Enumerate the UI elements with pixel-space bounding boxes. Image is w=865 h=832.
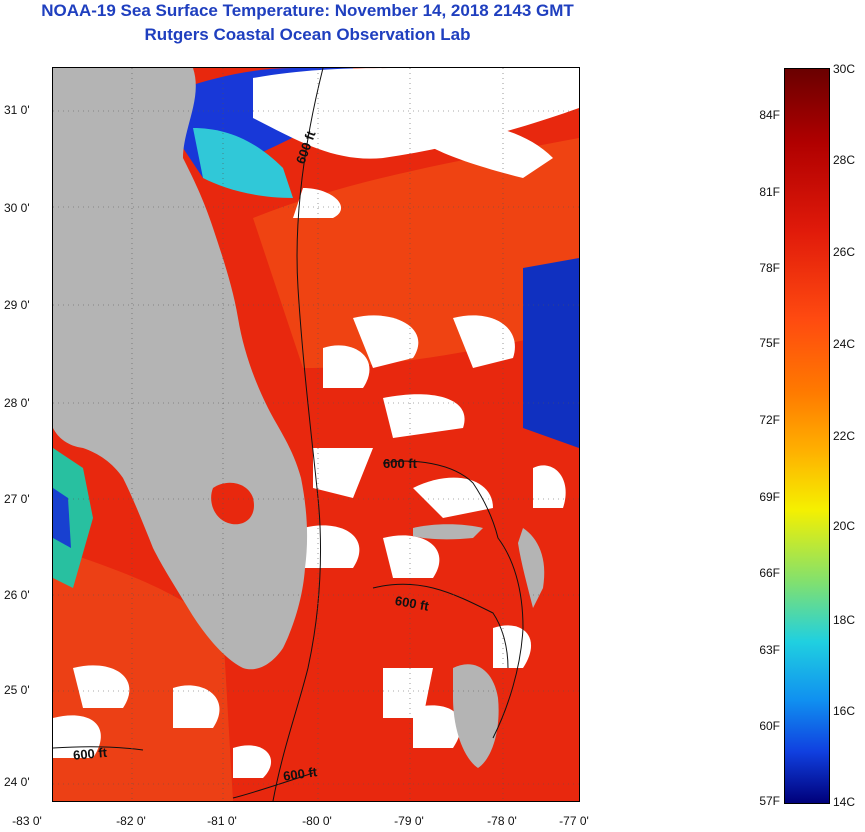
lat-label-31: 31 0' [4, 103, 30, 117]
cbar-f-78: 78F [759, 261, 780, 275]
map-subtitle: Rutgers Coastal Ocean Observation Lab [144, 25, 471, 44]
lon-label-78: -78 0' [487, 814, 517, 828]
depth-contours [53, 68, 524, 801]
cbar-c-18: 18C [833, 613, 856, 627]
cbar-c-24: 24C [833, 337, 856, 351]
cbar-c-26: 26C [833, 245, 856, 259]
lat-label-27: 27 0' [4, 492, 30, 506]
lon-label-77: -77 0' [559, 814, 589, 828]
cbar-c-16: 16C [833, 704, 856, 718]
lon-label-80: -80 0' [302, 814, 332, 828]
cbar-c-14: 14C [833, 795, 856, 809]
lat-label-30: 30 0' [4, 201, 30, 215]
lon-label-83: -83 0' [12, 814, 42, 828]
lake-okeechobee [211, 482, 254, 525]
cold-water-west2 [53, 488, 71, 548]
cbar-f-69: 69F [759, 490, 780, 504]
cbar-f-84: 84F [759, 108, 780, 122]
abaco [518, 528, 545, 608]
lat-label-28: 28 0' [4, 396, 30, 410]
andros [453, 664, 499, 768]
lon-label-82: -82 0' [116, 814, 146, 828]
temperature-colorbar [784, 68, 830, 804]
cbar-f-60: 60F [759, 719, 780, 733]
sst-map: 600 ft 600 ft 600 ft 600 ft 600 ft [52, 67, 580, 802]
cold-water-ne [523, 258, 579, 448]
lat-label-25: 25 0' [4, 683, 30, 697]
warm-band [253, 138, 579, 368]
lat-label-29: 29 0' [4, 298, 30, 312]
sst-map-svg: 600 ft 600 ft 600 ft 600 ft 600 ft [53, 68, 579, 801]
lat-label-24: 24 0' [4, 775, 30, 789]
lon-label-79: -79 0' [394, 814, 424, 828]
cold-water-north2 [193, 128, 293, 198]
cbar-c-30: 30C [833, 62, 856, 76]
cbar-f-81: 81F [759, 185, 780, 199]
contour-label-sw: 600 ft [72, 745, 108, 763]
cbar-f-57: 57F [759, 794, 780, 808]
cbar-c-22: 22C [833, 429, 856, 443]
cbar-c-20: 20C [833, 519, 856, 533]
lon-label-81: -81 0' [207, 814, 237, 828]
lat-label-26: 26 0' [4, 588, 30, 602]
contour-label-south: 600 ft [282, 764, 318, 784]
cbar-f-63: 63F [759, 643, 780, 657]
contour-label-grand-bahama: 600 ft [383, 456, 418, 471]
map-title: NOAA-19 Sea Surface Temperature: Novembe… [41, 1, 574, 20]
graticule [53, 68, 579, 801]
cbar-f-75: 75F [759, 336, 780, 350]
cbar-c-28: 28C [833, 153, 856, 167]
cbar-f-66: 66F [759, 566, 780, 580]
grand-bahama [413, 524, 483, 540]
cbar-f-72: 72F [759, 413, 780, 427]
contour-label-central: 600 ft [394, 593, 431, 614]
cold-water-west [53, 448, 93, 588]
